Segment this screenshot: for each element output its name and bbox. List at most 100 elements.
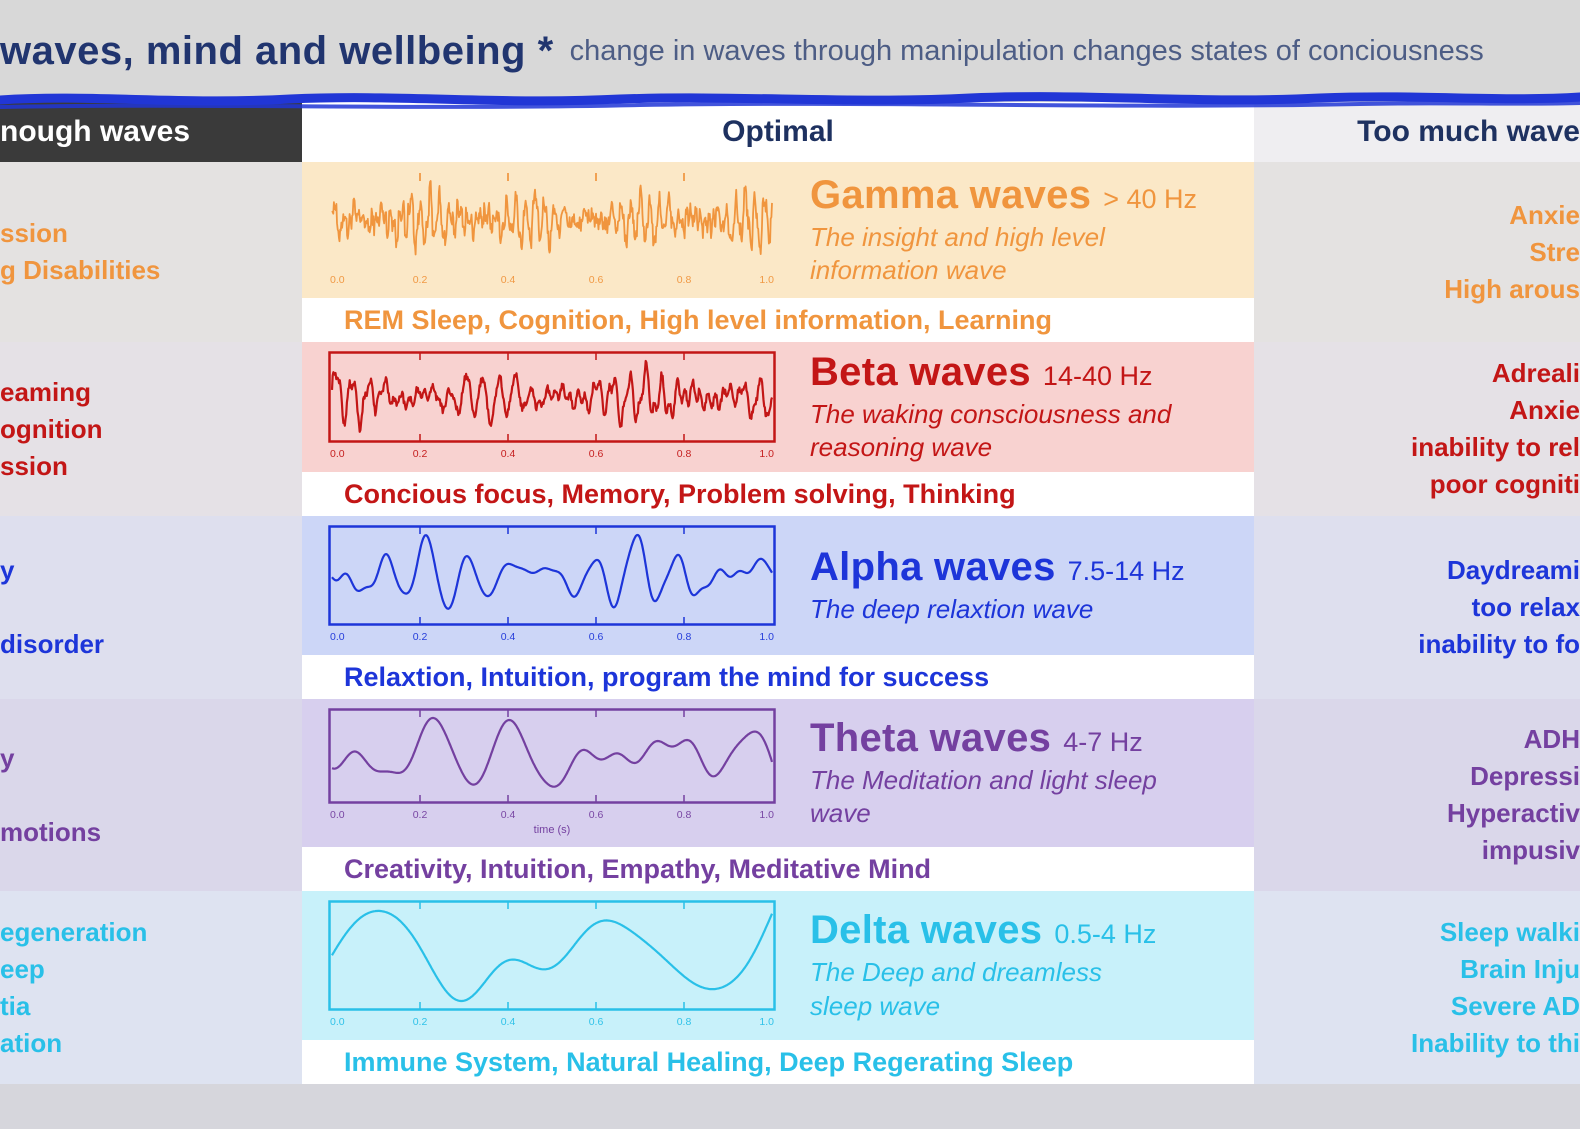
optimal-column-theta: 0.0 0.2 0.4 0.6 0.8 1.0 time (s) Theta waves 4-7…	[302, 699, 1254, 891]
too-much-column-alpha: Daydreami too relax inability to fo	[1254, 516, 1580, 699]
wave-name: Theta waves	[810, 715, 1052, 760]
too-much-item: Inability to thi	[1411, 1027, 1580, 1058]
wave-band-gamma: 0.0 0.2 0.4 0.6 0.8 1.0 Gamma waves > 40 Hz The …	[302, 162, 1254, 298]
svg-text:0.0: 0.0	[330, 1016, 345, 1028]
wave-keywords-alpha: Relaxtion, Intuition, program the mind f…	[302, 655, 1254, 699]
not-enough-item: y	[0, 555, 15, 585]
wave-keywords-gamma: REM Sleep, Cognition, High level informa…	[302, 298, 1254, 342]
waveform-plot-gamma: 0.0 0.2 0.4 0.6 0.8 1.0	[330, 173, 774, 286]
header-bar: waves, mind and wellbeing * change in wa…	[0, 0, 1580, 102]
wave-keywords-theta: Creativity, Intuition, Empathy, Meditati…	[302, 847, 1254, 891]
not-enough-column-beta: eaming ognition ssion	[0, 342, 302, 516]
wave-description: The waking consciousness and reasoning w…	[810, 398, 1172, 462]
svg-text:0.8: 0.8	[677, 274, 692, 286]
not-enough-item: motions	[0, 816, 102, 847]
not-enough-item: tia	[0, 990, 31, 1021]
wave-description: The Meditation and light sleep wave	[810, 764, 1157, 828]
waveform-plot-theta: 0.0 0.2 0.4 0.6 0.8 1.0 time (s)	[328, 708, 776, 836]
svg-text:0.4: 0.4	[501, 809, 516, 821]
wave-info-alpha: Alpha waves 7.5-14 Hz The deep relaxtion w…	[810, 545, 1185, 626]
wave-row-gamma: ssion g Disabilities 0.0 0.2 0.4 0.6 0.8 1.0 Gam…	[0, 162, 1580, 342]
too-much-item: Sleep walki	[1439, 916, 1580, 947]
not-enough-item	[0, 589, 7, 626]
too-much-item: Brain Inju	[1460, 953, 1580, 984]
not-enough-item	[0, 777, 7, 814]
not-enough-item: ation	[0, 1027, 63, 1058]
wave-frequency: 7.5-14 Hz	[1067, 555, 1185, 586]
too-much-item: Depressi	[1470, 761, 1580, 791]
svg-text:0.8: 0.8	[677, 631, 692, 643]
svg-text:0.2: 0.2	[413, 631, 428, 643]
wave-name: Gamma waves	[810, 172, 1092, 217]
not-enough-column-delta: egeneration eep tia ation	[0, 891, 302, 1084]
too-much-item: Adreali	[1491, 358, 1580, 388]
wave-name: Delta waves	[810, 908, 1043, 953]
svg-text:0.4: 0.4	[501, 448, 516, 460]
too-much-item: ADH	[1523, 724, 1580, 754]
svg-text:0.8: 0.8	[677, 809, 692, 821]
too-much-item: inability to rel	[1410, 432, 1580, 462]
column-headers: nough waves Optimal Too much wave	[0, 102, 1580, 162]
svg-text:0.2: 0.2	[413, 274, 428, 286]
svg-text:time (s): time (s)	[534, 824, 571, 836]
too-much-item: too relax	[1471, 592, 1580, 622]
waveform-plot-beta: 0.0 0.2 0.4 0.6 0.8 1.0	[328, 351, 776, 460]
svg-text:0.4: 0.4	[501, 274, 516, 286]
too-much-item: Hyperactiv	[1447, 798, 1580, 828]
wave-keywords-delta: Immune System, Natural Healing, Deep Reg…	[302, 1040, 1254, 1084]
too-much-item: poor cogniti	[1429, 469, 1580, 499]
not-enough-item: eaming	[0, 376, 92, 407]
page-subtitle: change in waves through manipulation cha…	[569, 34, 1484, 67]
svg-text:0.4: 0.4	[501, 1016, 516, 1028]
wave-name-line: Alpha waves 7.5-14 Hz	[810, 545, 1185, 590]
too-much-column-beta: Adreali Anxie inability to rel poor cogniti	[1254, 342, 1580, 516]
wave-info-theta: Theta waves 4-7 Hz The Meditation and ligh…	[810, 716, 1157, 830]
too-much-item: High arous	[1444, 273, 1580, 304]
column-header-optimal: Optimal	[302, 102, 1254, 162]
wave-keywords-beta: Concious focus, Memory, Problem solving,…	[302, 472, 1254, 516]
not-enough-item: ssion	[0, 218, 68, 248]
wave-info-gamma: Gamma waves > 40 Hz The insight and high l…	[810, 173, 1197, 287]
svg-text:0.6: 0.6	[589, 448, 604, 460]
not-enough-column-alpha: y disorder	[0, 516, 302, 699]
not-enough-item: disorder	[0, 629, 105, 659]
svg-text:0.2: 0.2	[413, 809, 428, 821]
optimal-column-alpha: 0.0 0.2 0.4 0.6 0.8 1.0 Alpha waves 7.5-14 Hz Th…	[302, 516, 1254, 699]
svg-text:1.0: 1.0	[759, 1016, 774, 1028]
wave-frequency: 0.5-4 Hz	[1054, 919, 1157, 950]
svg-text:0.6: 0.6	[589, 1016, 604, 1028]
not-enough-item: egeneration	[0, 916, 148, 947]
too-much-item: inability to fo	[1418, 629, 1580, 659]
wave-frequency: 14-40 Hz	[1042, 360, 1153, 391]
svg-text:0.6: 0.6	[589, 631, 604, 643]
wave-name-line: Theta waves 4-7 Hz	[810, 716, 1157, 761]
svg-text:0.4: 0.4	[501, 631, 516, 643]
svg-text:0.0: 0.0	[330, 448, 345, 460]
svg-text:0.2: 0.2	[413, 448, 428, 460]
optimal-column-gamma: 0.0 0.2 0.4 0.6 0.8 1.0 Gamma waves > 40 Hz The …	[302, 162, 1254, 342]
not-enough-item: ssion	[0, 450, 68, 481]
wave-description: The insight and high level information w…	[810, 221, 1105, 285]
not-enough-column-theta: y motions	[0, 699, 302, 891]
wave-frequency: > 40 Hz	[1103, 183, 1198, 214]
wave-name: Alpha waves	[810, 544, 1056, 589]
wave-rows: ssion g Disabilities 0.0 0.2 0.4 0.6 0.8 1.0 Gam…	[0, 162, 1580, 1084]
too-much-item: Daydreami	[1447, 555, 1580, 585]
wave-name-line: Delta waves 0.5-4 Hz	[810, 908, 1156, 953]
too-much-item: Anxie	[1509, 395, 1580, 425]
too-much-item: Stre	[1529, 236, 1580, 267]
too-much-column-theta: ADH Depressi Hyperactiv impusiv	[1254, 699, 1580, 891]
wave-band-delta: 0.0 0.2 0.4 0.6 0.8 1.0 Delta waves 0.5-4 Hz The…	[302, 891, 1254, 1040]
wave-info-beta: Beta waves 14-40 Hz The waking consciousne…	[810, 350, 1171, 464]
column-header-too-much-waves: Too much wave	[1254, 102, 1580, 162]
column-header-not-enough-waves: nough waves	[0, 102, 302, 162]
wave-band-theta: 0.0 0.2 0.4 0.6 0.8 1.0 time (s) Theta waves 4-7…	[302, 699, 1254, 847]
svg-text:0.2: 0.2	[413, 1016, 428, 1028]
wave-row-beta: eaming ognition ssion 0.0 0.2 0.4 0.6 0.8 1.0 Bet…	[0, 342, 1580, 516]
too-much-item: Anxie	[1509, 199, 1580, 230]
svg-text:0.6: 0.6	[589, 274, 604, 286]
wave-band-alpha: 0.0 0.2 0.4 0.6 0.8 1.0 Alpha waves 7.5-14 Hz Th…	[302, 516, 1254, 655]
wave-name-line: Beta waves 14-40 Hz	[810, 350, 1171, 395]
wave-frequency: 4-7 Hz	[1063, 726, 1143, 757]
wave-info-delta: Delta waves 0.5-4 Hz The Deep and dreamles…	[810, 908, 1156, 1022]
